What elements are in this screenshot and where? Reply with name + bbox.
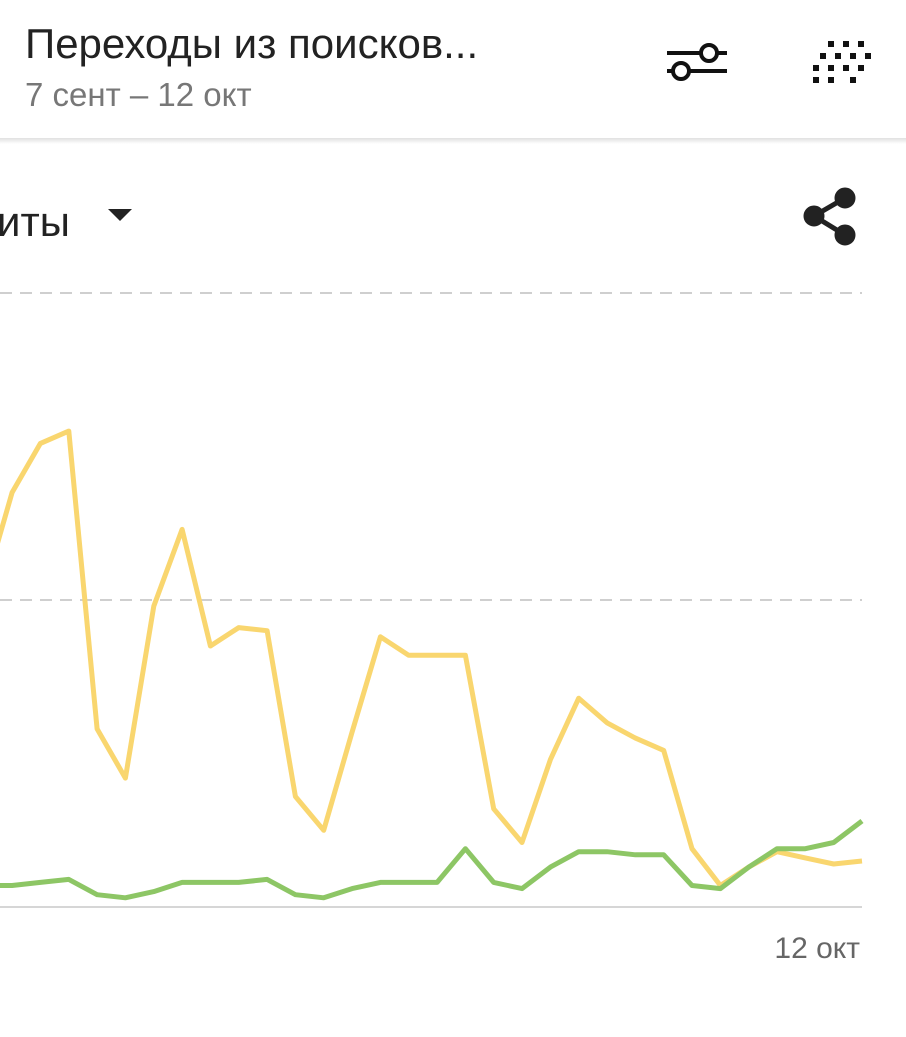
header bbox=[0, 0, 906, 138]
filter-button[interactable] bbox=[667, 43, 727, 81]
grid-menu-button[interactable] bbox=[813, 41, 871, 83]
series-line bbox=[0, 428, 863, 888]
series-line bbox=[0, 819, 864, 901]
x-tick-label: 12 окт bbox=[774, 932, 860, 965]
header-shadow bbox=[0, 138, 906, 144]
share-button[interactable] bbox=[803, 187, 856, 246]
title: Переходы из поисков... bbox=[25, 20, 478, 67]
subtitle: 7 сент – 12 окт bbox=[25, 76, 252, 113]
dropdown-arrow[interactable] bbox=[108, 209, 132, 221]
plot: 12 окт bbox=[0, 292, 864, 965]
metric-selector[interactable]: иты bbox=[0, 198, 70, 245]
